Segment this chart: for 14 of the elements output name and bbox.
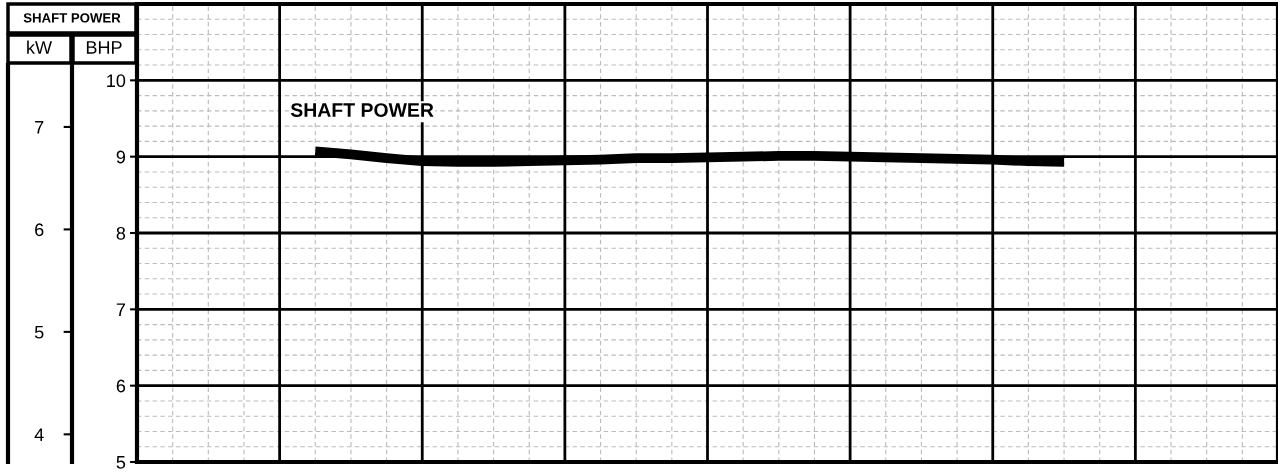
y2-tick-label: 4: [34, 428, 44, 441]
y2-axis-title: kW: [27, 40, 52, 54]
text: SHAFT POWER: [23, 13, 121, 23]
y2-tick-label: 7: [35, 121, 44, 134]
y2-tick-label: 5: [34, 326, 44, 339]
text: SHAFT POWER: [290, 103, 434, 117]
y2-tick-label: 6: [35, 223, 44, 237]
y-tick-label: 5: [116, 456, 126, 469]
y-tick-label: 6: [116, 379, 126, 393]
y-axis-title: BHP: [86, 41, 122, 54]
y-tick-label: 8: [116, 226, 126, 240]
y-tick-label: 10: [107, 74, 126, 88]
y-tick-label: 9: [116, 150, 126, 164]
y-tick-label: 7: [116, 303, 125, 316]
